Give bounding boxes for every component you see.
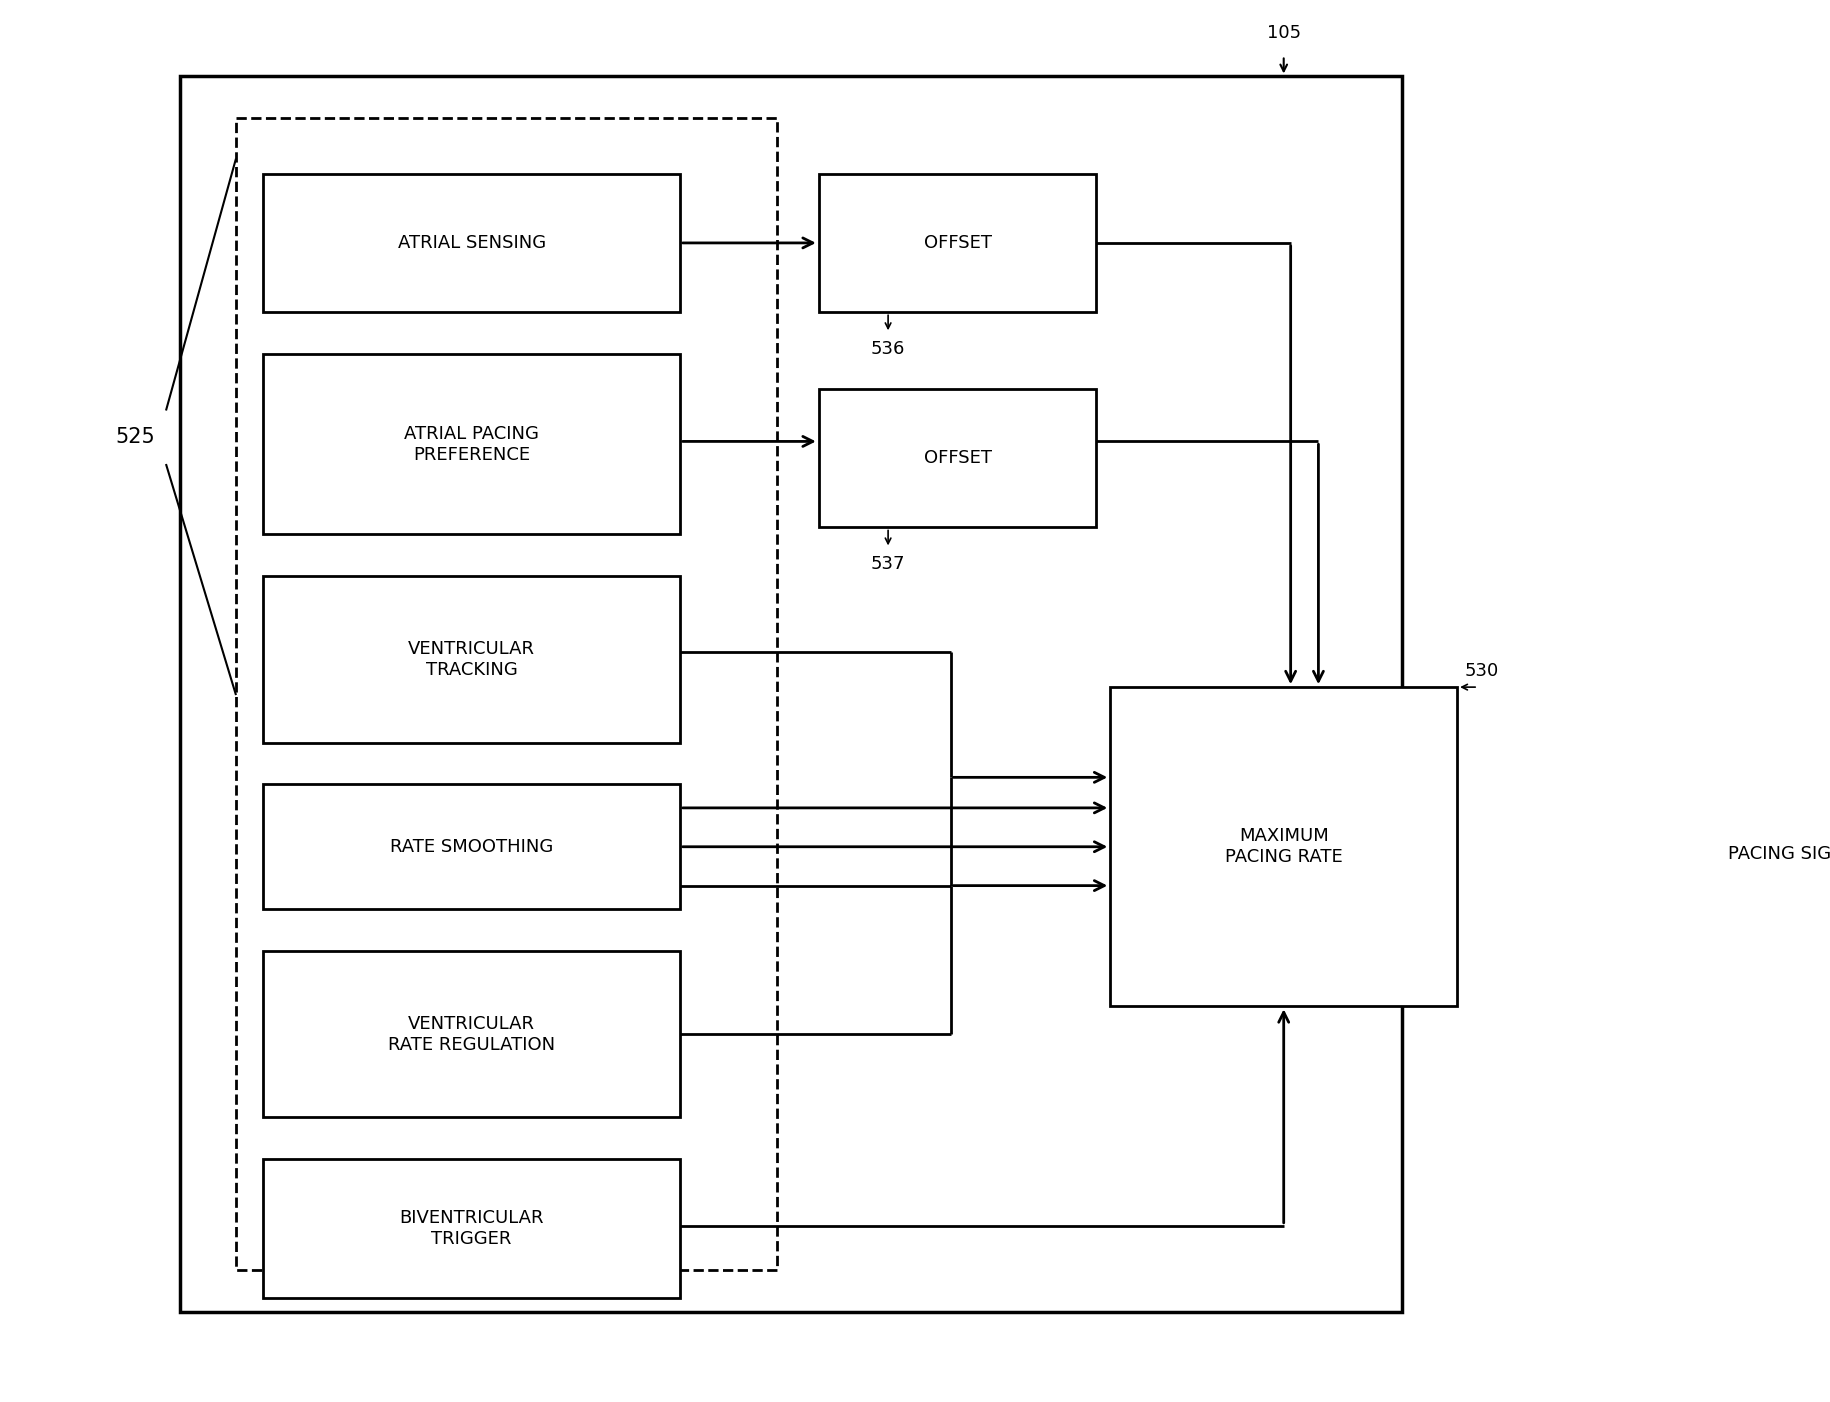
Text: VENTRICULAR
RATE REGULATION: VENTRICULAR RATE REGULATION xyxy=(388,1015,554,1053)
Text: OFFSET: OFFSET xyxy=(924,234,992,252)
Text: 537: 537 xyxy=(871,555,906,573)
Text: 525: 525 xyxy=(115,428,156,447)
Bar xyxy=(264,951,681,1117)
Bar xyxy=(818,174,1096,313)
Text: 536: 536 xyxy=(871,341,906,358)
Bar xyxy=(818,388,1096,527)
Bar xyxy=(1111,687,1457,1007)
Text: BIVENTRICULAR
TRIGGER: BIVENTRICULAR TRIGGER xyxy=(399,1209,544,1248)
Bar xyxy=(179,76,1402,1312)
Text: PACING SIGNAL: PACING SIGNAL xyxy=(1728,844,1830,862)
Text: VENTRICULAR
TRACKING: VENTRICULAR TRACKING xyxy=(408,639,534,679)
Text: 105: 105 xyxy=(1266,24,1301,42)
Text: RATE SMOOTHING: RATE SMOOTHING xyxy=(390,838,553,855)
Text: 530: 530 xyxy=(1464,662,1499,680)
Bar xyxy=(264,576,681,743)
Bar xyxy=(264,1159,681,1298)
Bar xyxy=(264,784,681,910)
Text: ATRIAL PACING
PREFERENCE: ATRIAL PACING PREFERENCE xyxy=(404,425,540,464)
Bar xyxy=(264,353,681,534)
Bar xyxy=(236,118,778,1270)
Bar xyxy=(264,174,681,313)
Text: OFFSET: OFFSET xyxy=(924,449,992,467)
Text: ATRIAL SENSING: ATRIAL SENSING xyxy=(397,234,545,252)
Bar xyxy=(1623,791,1830,916)
Text: MAXIMUM
PACING RATE: MAXIMUM PACING RATE xyxy=(1224,827,1343,866)
